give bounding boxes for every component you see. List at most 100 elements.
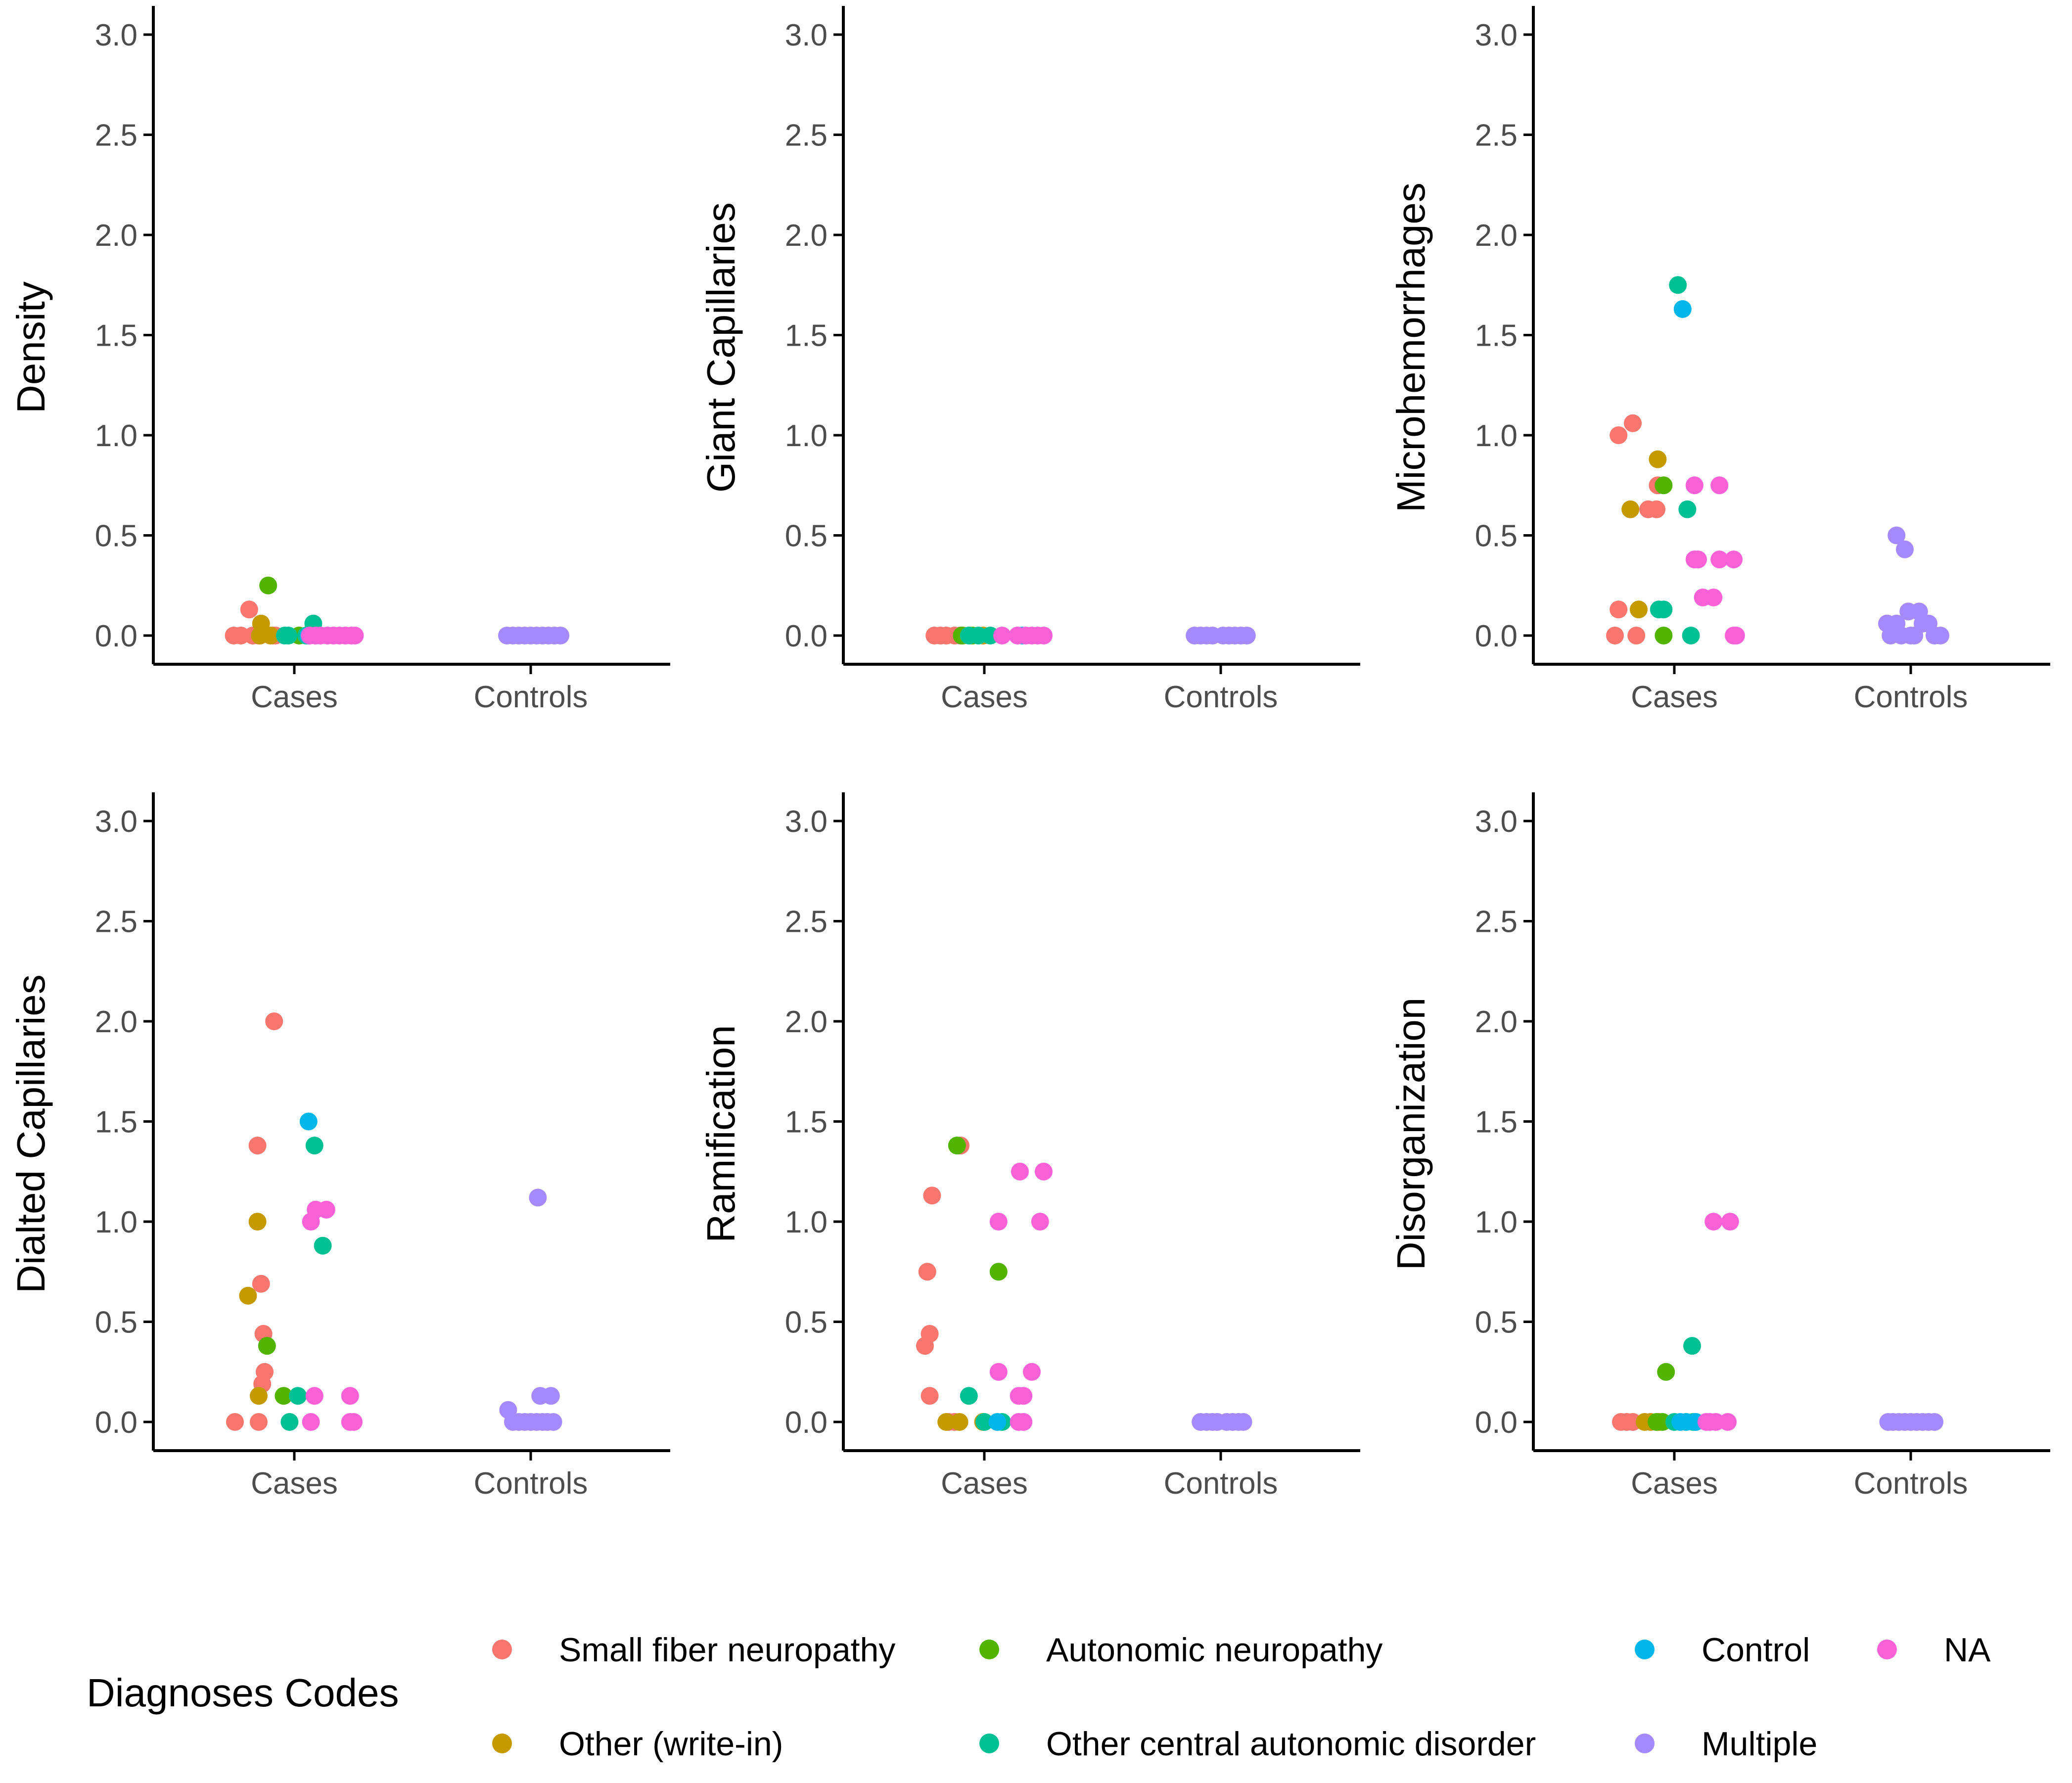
data-point-other xyxy=(262,627,279,644)
data-point-ocad xyxy=(1682,627,1700,644)
y-tick-label: 1.5 xyxy=(785,319,828,353)
data-point-mult xyxy=(552,627,569,644)
data-point-other xyxy=(950,1413,968,1431)
data-point-mult xyxy=(529,1189,547,1207)
data-point-mult xyxy=(542,1387,560,1405)
data-point-auto xyxy=(259,576,277,594)
legend-title: Diagnoses Codes xyxy=(87,1671,399,1715)
data-point-ocad xyxy=(305,1137,323,1155)
data-point-na xyxy=(1725,550,1743,569)
data-point-auto xyxy=(275,1387,293,1405)
data-point-na xyxy=(317,1200,335,1219)
data-point-sfn xyxy=(250,1413,268,1431)
y-tick-label: 2.5 xyxy=(95,119,138,153)
y-tick-label: 2.0 xyxy=(1475,1005,1518,1039)
data-point-na xyxy=(993,627,1011,644)
y-tick-label: 1.0 xyxy=(1475,419,1518,453)
data-point-sfn xyxy=(265,1012,283,1030)
y-tick-label: 1.0 xyxy=(785,1205,828,1239)
y-axis-title: Microhemorrhages xyxy=(1389,183,1433,512)
data-point-auto xyxy=(258,1337,276,1355)
y-tick-label: 1.5 xyxy=(1475,319,1518,353)
data-point-na xyxy=(302,1413,320,1431)
data-point-mult xyxy=(1926,1413,1943,1431)
data-point-mult xyxy=(1932,627,1949,644)
legend-key-ocad xyxy=(979,1734,999,1753)
y-axis-title: Dialted Capillaries xyxy=(9,974,53,1293)
data-point-mult xyxy=(1902,627,1920,644)
legend-label-mult: Multiple xyxy=(1702,1725,1817,1763)
data-point-ocad xyxy=(1669,276,1687,294)
data-point-other xyxy=(250,1387,268,1405)
data-point-na xyxy=(1035,627,1053,644)
legend-label-sfn: Small fiber neuropathy xyxy=(559,1631,895,1669)
data-point-sfn xyxy=(918,1263,936,1281)
data-point-na xyxy=(1031,1213,1049,1231)
data-point-na xyxy=(1685,476,1704,495)
legend-key-ctrl xyxy=(1635,1640,1655,1659)
panel-dialted-capillaries: 0.0 0.5 1.0 1.5 2.0 2.5 3.0 Cases Controls Dialte… xyxy=(9,792,670,1501)
data-point-na xyxy=(1689,550,1707,569)
data-point-ocad xyxy=(289,1387,307,1405)
data-point-mult xyxy=(1234,1413,1252,1431)
y-tick-label: 0.0 xyxy=(785,619,828,653)
data-point-na xyxy=(1014,1387,1033,1405)
y-tick-label: 2.0 xyxy=(1475,219,1518,253)
data-point-na xyxy=(1035,1162,1053,1181)
y-tick-label: 3.0 xyxy=(785,805,828,839)
x-tick-label: Controls xyxy=(1164,680,1278,714)
panel-microhemorrhages: 0.0 0.5 1.0 1.5 2.0 2.5 3.0 Cases Controls Microh… xyxy=(1389,6,2050,714)
data-point-sfn xyxy=(923,1187,941,1205)
y-tick-label: 2.5 xyxy=(785,119,828,153)
x-tick-label: Cases xyxy=(941,1466,1028,1501)
legend-label-na: NA xyxy=(1944,1631,1991,1669)
y-tick-label: 3.0 xyxy=(1475,18,1518,52)
x-tick-label: Cases xyxy=(251,680,338,714)
y-tick-label: 2.0 xyxy=(95,219,138,253)
data-point-na xyxy=(1710,550,1729,569)
data-point-ocad xyxy=(1678,500,1697,518)
data-point-mult xyxy=(1238,627,1256,644)
legend-label-ctrl: Control xyxy=(1702,1631,1810,1669)
data-point-sfn xyxy=(921,1325,939,1343)
x-tick-label: Cases xyxy=(1631,680,1718,714)
y-tick-label: 3.0 xyxy=(95,18,138,52)
y-axis-title: Ramification xyxy=(699,1025,743,1242)
x-tick-label: Controls xyxy=(1854,1466,1968,1501)
y-tick-label: 0.5 xyxy=(1475,1306,1518,1340)
data-point-other xyxy=(1649,450,1667,468)
data-point-ctrl xyxy=(1673,300,1692,318)
y-tick-label: 1.5 xyxy=(95,319,138,353)
y-tick-label: 3.0 xyxy=(785,18,828,52)
data-point-na xyxy=(1727,627,1745,644)
data-point-na xyxy=(1710,476,1729,495)
x-tick-label: Controls xyxy=(474,1466,588,1501)
data-point-na xyxy=(346,627,364,644)
x-tick-label: Controls xyxy=(474,680,588,714)
data-point-na xyxy=(345,1413,363,1431)
y-tick-label: 1.0 xyxy=(95,419,138,453)
data-point-sfn xyxy=(226,1413,244,1431)
data-point-na xyxy=(305,1387,323,1405)
data-point-na xyxy=(1704,1213,1723,1231)
panel-disorganization: 0.0 0.5 1.0 1.5 2.0 2.5 3.0 Cases Controls Disorg… xyxy=(1389,792,2050,1501)
legend-key-other xyxy=(492,1734,512,1753)
data-point-ocad xyxy=(314,1236,332,1255)
legend-key-sfn xyxy=(492,1640,512,1659)
data-point-sfn xyxy=(1610,426,1628,444)
data-point-ocad xyxy=(975,1413,993,1431)
data-point-auto xyxy=(1655,476,1673,495)
x-tick-label: Cases xyxy=(941,680,1028,714)
data-point-mult xyxy=(544,1413,562,1431)
data-point-na xyxy=(1704,589,1723,606)
legend-label-ocad: Other central autonomic disorder xyxy=(1046,1725,1536,1763)
y-tick-label: 0.0 xyxy=(1475,1406,1518,1440)
data-point-other xyxy=(1621,500,1640,518)
y-tick-label: 2.5 xyxy=(785,905,828,939)
y-tick-label: 0.5 xyxy=(785,519,828,553)
data-point-auto xyxy=(948,1137,966,1155)
data-point-mult xyxy=(1888,526,1906,545)
data-point-other xyxy=(937,1413,956,1431)
data-point-mult xyxy=(1896,540,1914,558)
